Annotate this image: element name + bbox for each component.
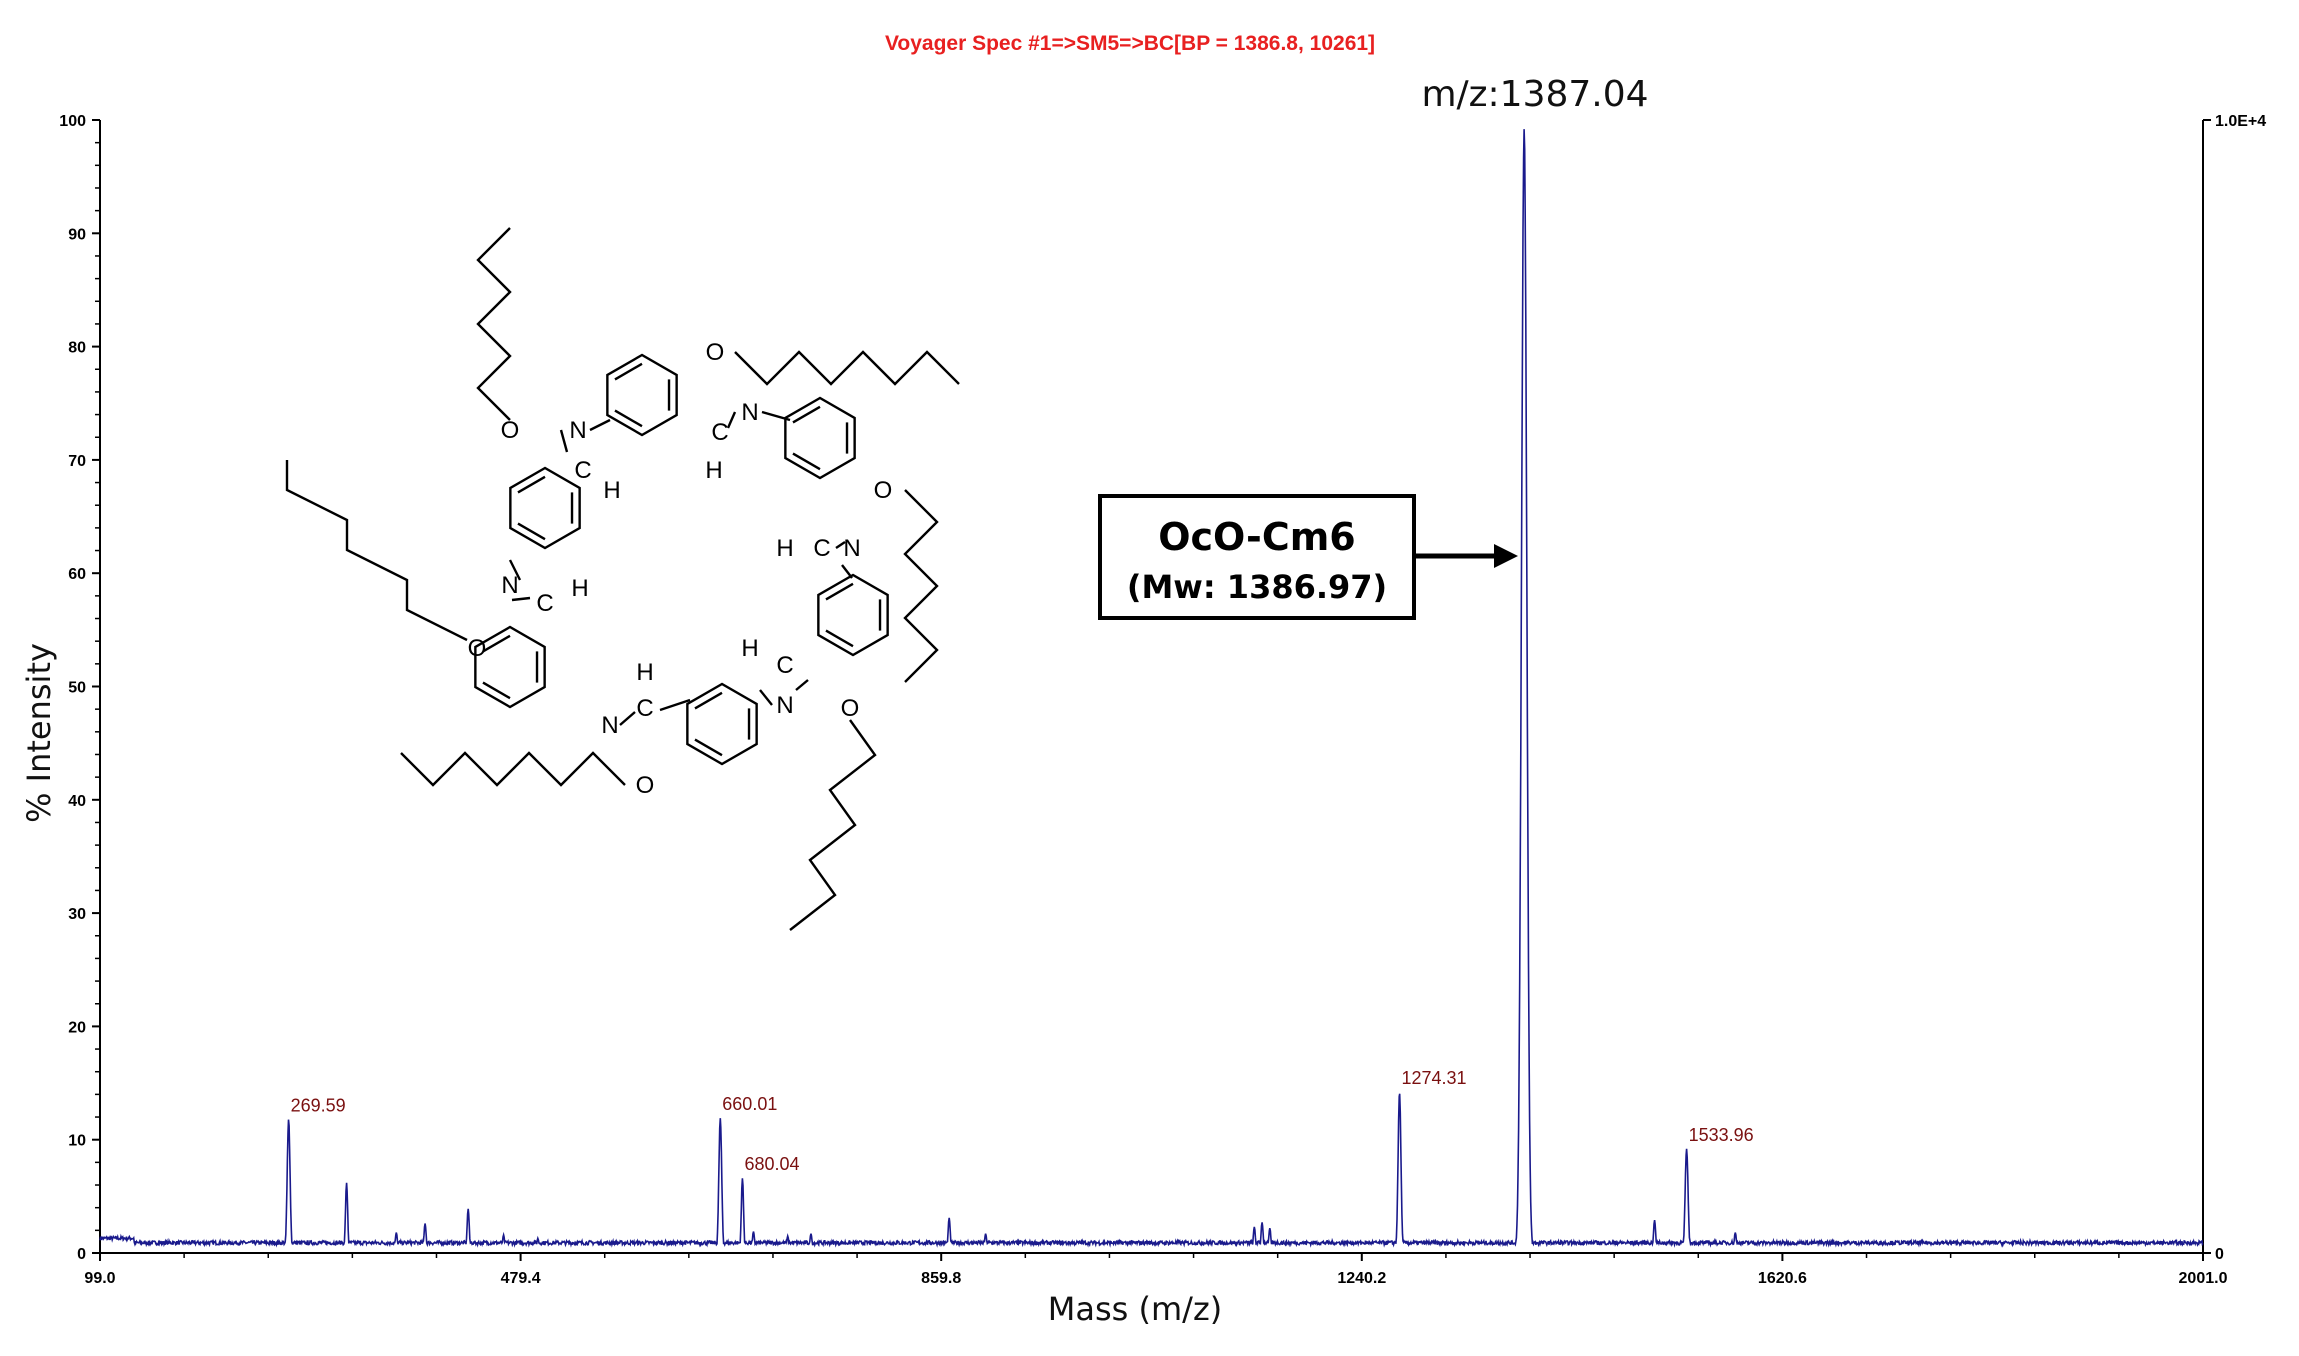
bond <box>511 596 531 602</box>
x-tick-label: 2001.0 <box>2179 1270 2228 1287</box>
bond <box>482 634 511 653</box>
atom-label: C <box>536 590 553 617</box>
y-tick-label: 30 <box>68 906 86 923</box>
peak-label: 269.59 <box>291 1095 346 1115</box>
bond <box>792 452 821 471</box>
peak-label: 1533.96 <box>1689 1125 1754 1145</box>
bond <box>835 541 846 549</box>
benzene-ring <box>509 466 581 550</box>
base-peak-annotation: m/z:1387.04 <box>1421 74 1648 115</box>
y-tick-label: 40 <box>68 793 86 810</box>
alkyl-chain <box>734 350 960 386</box>
right-axis-top-label: 1.0E+4 <box>2215 113 2266 130</box>
atom-label: H <box>741 635 758 662</box>
atom-label: N <box>601 712 618 739</box>
y-tick-label: 90 <box>68 226 86 243</box>
y-tick-label: 80 <box>68 340 86 357</box>
bond <box>508 559 522 581</box>
atom-label: C <box>711 419 728 446</box>
y-tick-label: 70 <box>68 453 86 470</box>
bond <box>614 409 643 428</box>
atom-label: C <box>776 652 793 679</box>
atom-label: H <box>636 659 653 686</box>
y-tick-label: 20 <box>68 1019 86 1036</box>
axes <box>99 120 2204 1254</box>
x-tick-label: 1240.2 <box>1337 1270 1386 1287</box>
atom-label: O <box>874 477 893 504</box>
bond <box>841 564 853 579</box>
bond <box>761 410 791 422</box>
y-axis-title: % Intensity <box>20 643 58 823</box>
atom-label: N <box>741 399 758 426</box>
alkyl-chain <box>476 227 512 421</box>
benzene-ring <box>817 573 889 657</box>
atom-label: N <box>501 572 518 599</box>
x-tick-label: 99.0 <box>84 1270 115 1287</box>
bond <box>792 405 821 424</box>
y-tick-label: 60 <box>68 566 86 583</box>
atom-label: N <box>776 692 793 719</box>
peak-labels: 269.59 660.01 680.04 1274.31 1533.96 <box>291 1068 1754 1174</box>
x-axis-title: Mass (m/z) <box>1048 1290 1222 1328</box>
y-tick-label: 10 <box>68 1133 86 1150</box>
bond <box>614 362 643 381</box>
bond <box>559 429 569 453</box>
bond <box>759 689 773 706</box>
alkyl-chain <box>285 460 468 642</box>
atom-label: O <box>501 417 520 444</box>
atom-label: O <box>468 635 487 662</box>
bond <box>825 629 854 648</box>
benzene-ring <box>606 353 678 437</box>
y-tick-label: 50 <box>68 680 86 697</box>
y-tick-label: 100 <box>59 113 86 130</box>
benzene-ring <box>686 682 758 766</box>
atom-label: H <box>776 535 793 562</box>
bond <box>659 698 691 712</box>
atom-label: C <box>636 695 653 722</box>
atom-label: H <box>571 575 588 602</box>
right-axis-bottom-label: 0 <box>2215 1246 2224 1263</box>
compound-label-box: OcO-Cm6 (Mw: 1386.97) <box>1098 494 1518 620</box>
bond <box>517 475 546 494</box>
chart-title: Voyager Spec #1=>SM5=>BC[BP = 1386.8, 10… <box>885 32 1375 55</box>
alkyl-chain <box>789 719 877 931</box>
x-tick-label: 1620.6 <box>1758 1270 1807 1287</box>
bond <box>589 418 611 432</box>
y-tick-label: 0 <box>77 1246 86 1263</box>
x-tick-label: 479.4 <box>501 1270 541 1287</box>
arrow-head-icon <box>1494 544 1518 568</box>
spectrum-series-line <box>99 129 2204 1248</box>
benzene-ring <box>474 625 546 709</box>
atom-label: H <box>705 457 722 484</box>
bond <box>517 522 546 541</box>
bond <box>619 711 636 726</box>
x-tick-label: 859.8 <box>921 1270 961 1287</box>
bond <box>795 679 809 691</box>
benzene-ring <box>784 396 856 480</box>
peak-label: 680.04 <box>744 1154 799 1174</box>
peak-label: 1274.31 <box>1402 1068 1467 1088</box>
peak-label: 660.01 <box>722 1094 777 1114</box>
ticks: 99.0 479.4 859.8 1240.2 1620.6 2001.0 0 10 20 30 4… <box>59 113 2266 1287</box>
atom-label: O <box>841 695 860 722</box>
compound-mw: (Mw: 1386.97) <box>1127 568 1387 606</box>
alkyl-chain <box>903 489 939 683</box>
atom-label: N <box>843 535 860 562</box>
atom-label: O <box>636 772 655 799</box>
bond <box>482 681 511 700</box>
bond <box>694 738 723 757</box>
bond <box>825 582 854 601</box>
bond <box>694 691 723 710</box>
alkyl-chain <box>400 751 626 787</box>
compound-name: OcO-Cm6 <box>1158 515 1356 559</box>
atom-label: N <box>569 417 586 444</box>
bond <box>726 411 737 429</box>
compound-box-border <box>1098 494 1416 620</box>
atom-label: H <box>603 477 620 504</box>
atom-label: C <box>574 457 591 484</box>
atom-label: C <box>813 535 830 562</box>
atom-label: O <box>706 339 725 366</box>
